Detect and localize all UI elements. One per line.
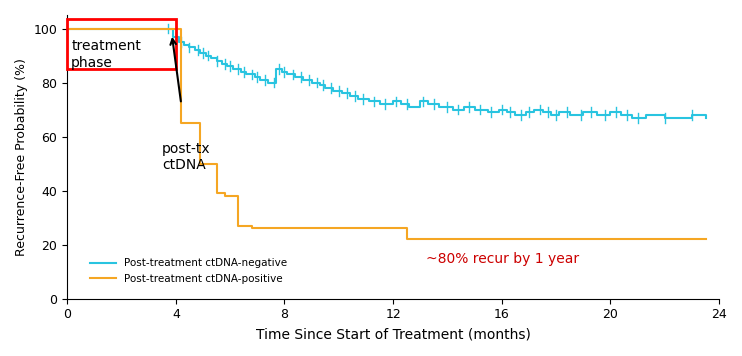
Y-axis label: Recurrence-Free Probability (%): Recurrence-Free Probability (%) bbox=[15, 58, 28, 256]
Text: treatment
phase: treatment phase bbox=[71, 39, 141, 69]
X-axis label: Time Since Start of Treatment (months): Time Since Start of Treatment (months) bbox=[256, 327, 531, 341]
Text: post-tx
ctDNA: post-tx ctDNA bbox=[162, 142, 211, 172]
Legend: Post-treatment ctDNA-negative, Post-treatment ctDNA-positive: Post-treatment ctDNA-negative, Post-trea… bbox=[85, 254, 291, 288]
Bar bbox=[68, 19, 176, 69]
Text: ~80% recur by 1 year: ~80% recur by 1 year bbox=[426, 252, 579, 266]
